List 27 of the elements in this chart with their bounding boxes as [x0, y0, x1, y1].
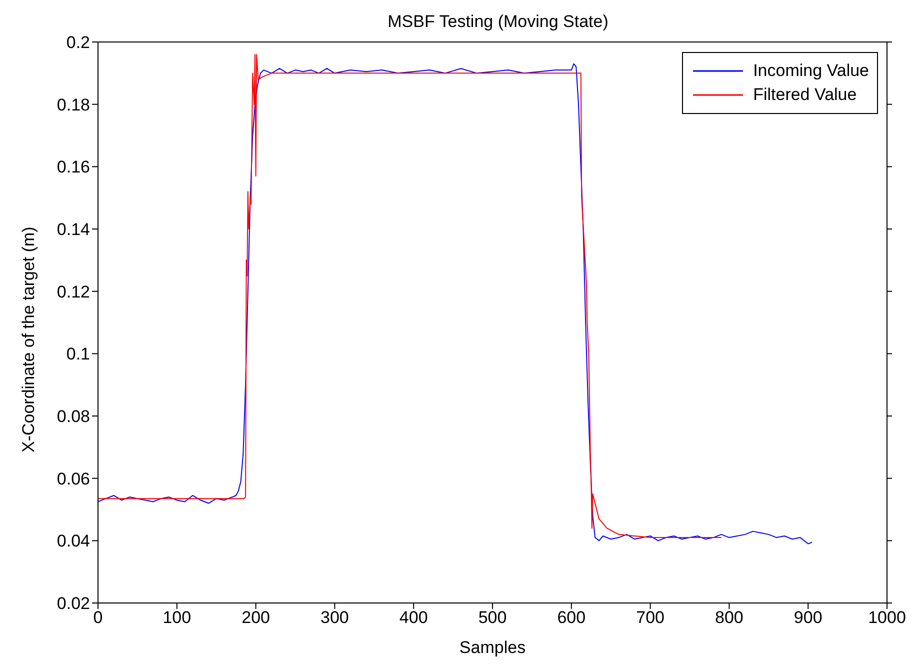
x-tick-label: 500	[478, 608, 507, 628]
x-tick-label: 300	[320, 608, 349, 628]
x-tick-label: 200	[242, 608, 270, 628]
y-tick-label: 0.08	[56, 407, 90, 426]
x-tick-label: 100	[162, 608, 192, 628]
x-tick-label: 1000	[868, 608, 906, 628]
chart-title: MSBF Testing (Moving State)	[386, 12, 610, 32]
y-tick-label: 0.12	[56, 282, 90, 302]
y-tick-label: 0.1	[66, 344, 90, 364]
x-tick-label: 400	[399, 608, 428, 628]
x-tick-label: 600	[557, 608, 586, 628]
y-tick-label: 0.2	[66, 33, 90, 52]
x-tick-label: 800	[715, 608, 744, 628]
x-tick-label: 700	[636, 608, 664, 628]
y-axis-title: X-Coordinate of the target (m)	[19, 226, 38, 452]
y-tick-label: 0.04	[56, 532, 90, 551]
x-axis-title: Samples	[459, 638, 526, 657]
legend-label: Filtered Value	[753, 85, 857, 105]
x-tick-label: 0	[93, 608, 103, 628]
y-tick-label: 0.14	[56, 220, 90, 240]
y-tick-label: 0.16	[56, 158, 90, 177]
x-tick-label: 900	[794, 608, 822, 628]
legend-label: Incoming Value	[753, 61, 869, 81]
y-tick-label: 0.06	[56, 469, 90, 488]
y-tick-label: 0.02	[56, 594, 90, 614]
y-tick-label: 0.18	[56, 95, 90, 114]
line-series	[98, 54, 722, 538]
